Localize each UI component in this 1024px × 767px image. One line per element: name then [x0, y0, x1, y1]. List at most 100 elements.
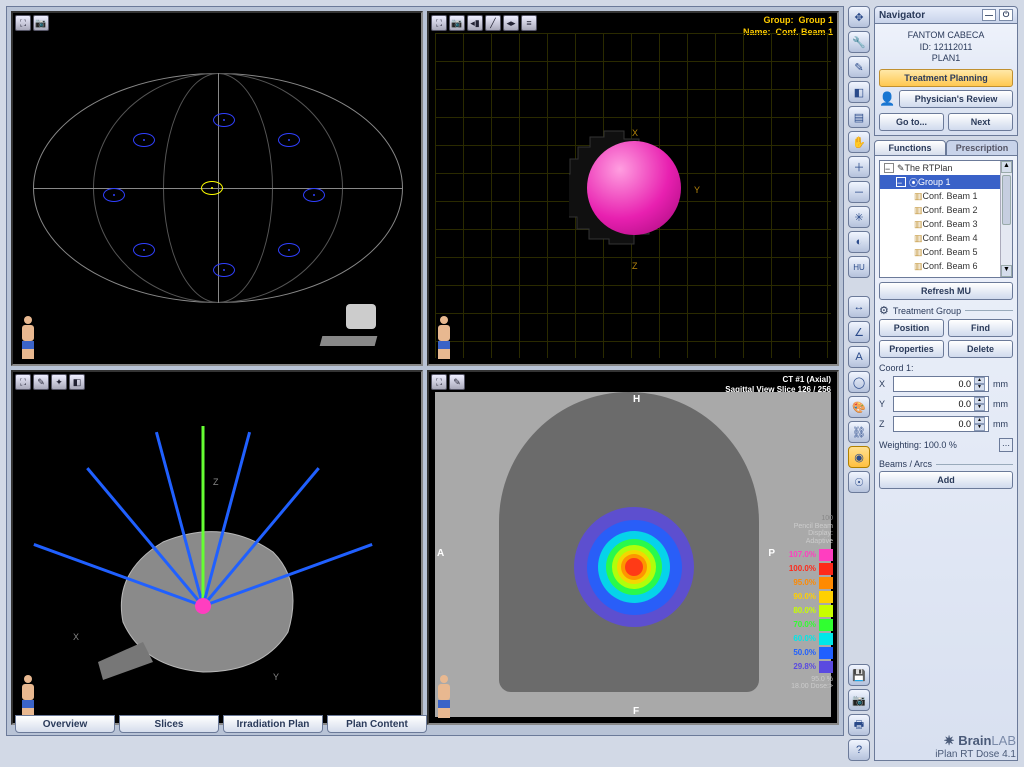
bottom-tab-bar: Overview Slices Irradiation Plan Plan Co…: [15, 715, 427, 733]
tool-target-icon[interactable]: ☉: [848, 471, 870, 493]
tool-brush-icon[interactable]: ✎: [848, 56, 870, 78]
treatment-planning-button[interactable]: Treatment Planning: [879, 69, 1013, 87]
tool-icon[interactable]: ✎: [449, 374, 465, 390]
arc-marker[interactable]: [303, 188, 325, 202]
tree-beam-item[interactable]: ▥ Conf. Beam 1: [880, 189, 1012, 203]
arc-marker[interactable]: [201, 181, 223, 195]
list-icon[interactable]: ≡: [521, 15, 537, 31]
legend-entry: 70.0%: [781, 618, 833, 632]
isocenter-marker[interactable]: [195, 598, 211, 614]
legend-entry: 107.0%: [781, 548, 833, 562]
prev-icon[interactable]: ◂▮: [467, 15, 483, 31]
orientation-figure: [435, 675, 453, 717]
tree-beam-item[interactable]: ▥ Conf. Beam 3: [880, 217, 1012, 231]
tool-color-icon[interactable]: 🎨: [848, 396, 870, 418]
tool-zoom-in-icon[interactable]: ＋: [848, 156, 870, 178]
tab-slices[interactable]: Slices: [119, 715, 219, 733]
arc-marker[interactable]: [133, 243, 155, 257]
properties-button[interactable]: Properties: [879, 340, 944, 358]
tree-beam-item[interactable]: ▥ Conf. Beam 5: [880, 245, 1012, 259]
refresh-mu-button[interactable]: Refresh MU: [879, 282, 1013, 300]
coord-y-input[interactable]: 0.0▲▼: [893, 396, 989, 412]
fullscreen-icon[interactable]: ⛶: [15, 15, 31, 31]
tool-wrench-icon[interactable]: 🔧: [848, 31, 870, 53]
arc-marker[interactable]: [213, 113, 235, 127]
tool-screenshot-icon[interactable]: 📷: [848, 689, 870, 711]
tool-active-icon[interactable]: ◉: [848, 446, 870, 468]
find-button[interactable]: Find: [948, 319, 1013, 337]
physicians-review-button[interactable]: Physician's Review: [899, 90, 1013, 108]
brand-label: ✷ BrainLAB iPlan RT Dose 4.1: [935, 733, 1016, 761]
tool-layers-icon[interactable]: ▤: [848, 106, 870, 128]
legend-entry: 95.0%: [781, 576, 833, 590]
patient-info: FANTOM CABECA ID: 12112011 PLAN1: [879, 28, 1013, 69]
dose-legend: 100Pencil BeamDisplay: Adaptive 107.0%10…: [781, 515, 833, 693]
next-button[interactable]: Next: [948, 113, 1013, 131]
arc-marker[interactable]: [278, 243, 300, 257]
position-button[interactable]: Position: [879, 319, 944, 337]
tab-functions[interactable]: Functions: [874, 140, 946, 156]
coord-z-label: Z: [879, 419, 889, 429]
next-icon[interactable]: ◂▸: [503, 15, 519, 31]
tool-window-icon[interactable]: ◐: [848, 231, 870, 253]
tool-help-icon[interactable]: ?: [848, 739, 870, 761]
fullscreen-icon[interactable]: ⛶: [431, 374, 447, 390]
navigator-header: Navigator — ⏻: [874, 6, 1018, 24]
legend-entry: 90.0%: [781, 590, 833, 604]
coord-label: Coord 1:: [879, 363, 1013, 373]
orientation-figure: [435, 316, 453, 358]
view-arcs-map[interactable]: ⛶ 📷: [11, 11, 423, 366]
tab-plan-content[interactable]: Plan Content: [327, 715, 427, 733]
tab-overview[interactable]: Overview: [15, 715, 115, 733]
arc-marker[interactable]: [133, 133, 155, 147]
tool-text-icon[interactable]: A: [848, 346, 870, 368]
tool-link-icon[interactable]: ⛓: [848, 421, 870, 443]
tool-shape-icon[interactable]: ◯: [848, 371, 870, 393]
delete-button[interactable]: Delete: [948, 340, 1013, 358]
beam-ray: [202, 426, 205, 606]
dose-ring: [625, 558, 643, 576]
tool-distance-icon[interactable]: ↔: [848, 296, 870, 318]
arc-marker[interactable]: [213, 263, 235, 277]
tool-icon[interactable]: ╱: [485, 15, 501, 31]
view-ct-slice[interactable]: ⛶ ✎ CT #1 (Axial) Sagittal View Slice 12…: [427, 370, 839, 725]
view-3d[interactable]: ⛶ ✎ ✦ ◧ Z X Y: [11, 370, 423, 725]
tree-beam-item[interactable]: ▥ Conf. Beam 4: [880, 231, 1012, 245]
tab-irradiation-plan[interactable]: Irradiation Plan: [223, 715, 323, 733]
tool-print-icon[interactable]: 🖶: [848, 714, 870, 736]
section-treatment-group: Treatment Group: [893, 306, 961, 316]
options-icon[interactable]: 📷: [449, 15, 465, 31]
weighting-options-icon[interactable]: ⋯: [999, 438, 1013, 452]
tool-icon[interactable]: ✎: [33, 374, 49, 390]
coord-z-input[interactable]: 0.0▲▼: [893, 416, 989, 432]
tool-eraser-icon[interactable]: ◧: [848, 81, 870, 103]
tool-pan-icon[interactable]: ✋: [848, 131, 870, 153]
add-button[interactable]: Add: [879, 471, 1013, 489]
coord-x-input[interactable]: 0.0▲▼: [893, 376, 989, 392]
tree-beam-item[interactable]: ▥ Conf. Beam 2: [880, 203, 1012, 217]
go-to-button[interactable]: Go to...: [879, 113, 944, 131]
minimize-icon[interactable]: —: [982, 9, 996, 21]
legend-entry: 80.0%: [781, 604, 833, 618]
tool-zoom-out-icon[interactable]: －: [848, 181, 870, 203]
coord-x-label: X: [879, 379, 889, 389]
options-icon[interactable]: 📷: [33, 15, 49, 31]
tool-hu-icon[interactable]: HU: [848, 256, 870, 278]
tool-pointer-icon[interactable]: ✥: [848, 6, 870, 28]
tree-scrollbar[interactable]: ▲▼: [1000, 161, 1012, 277]
close-icon[interactable]: ⏻: [999, 9, 1013, 21]
fullscreen-icon[interactable]: ⛶: [431, 15, 447, 31]
tool-icon[interactable]: ◧: [69, 374, 85, 390]
view-bev[interactable]: ⛶ 📷 ◂▮ ╱ ◂▸ ≡ Group: Group 1 Name: Conf.…: [427, 11, 839, 366]
plan-tree[interactable]: −✎ The RTPlan −⦿ Group 1 ▥ Conf. Beam 1▥…: [879, 160, 1013, 278]
tool-save-icon[interactable]: 💾: [848, 664, 870, 686]
tab-prescription[interactable]: Prescription: [946, 140, 1018, 156]
arc-marker[interactable]: [278, 133, 300, 147]
fullscreen-icon[interactable]: ⛶: [15, 374, 31, 390]
arc-marker[interactable]: [103, 188, 125, 202]
tool-iso-icon[interactable]: ✳: [848, 206, 870, 228]
tool-angle-icon[interactable]: ∠: [848, 321, 870, 343]
tree-beam-item[interactable]: ▥ Conf. Beam 6: [880, 259, 1012, 273]
coord-y-label: Y: [879, 399, 889, 409]
tool-icon[interactable]: ✦: [51, 374, 67, 390]
